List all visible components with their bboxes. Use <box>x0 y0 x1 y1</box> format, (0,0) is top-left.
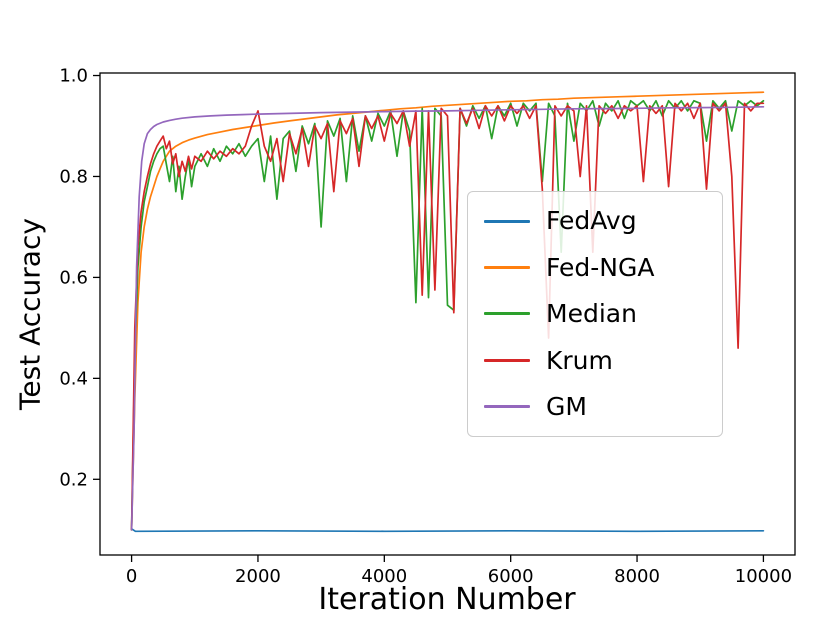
y-axis-label: Test Accuracy <box>13 218 47 410</box>
legend-label: Median <box>546 299 637 329</box>
legend-line-krum <box>484 358 530 362</box>
legend-item: Fed-NGA <box>468 254 722 282</box>
legend-line-fed-nga <box>484 266 530 270</box>
y-tick-label: 0.6 <box>59 267 88 288</box>
legend-item: Median <box>468 300 722 328</box>
legend-item: Krum <box>468 347 722 375</box>
y-tick-label: 0.4 <box>59 368 88 389</box>
x-axis-label: Iteration Number <box>318 582 576 617</box>
legend: FedAvg Fed-NGA Median Krum GM <box>467 191 723 437</box>
legend-label: FedAvg <box>546 206 637 236</box>
y-tick-label: 1.0 <box>59 66 88 87</box>
series-line-fedavg <box>130 527 765 533</box>
y-tick-label: 0.8 <box>59 166 88 187</box>
legend-item: GM <box>468 393 722 421</box>
x-tick-label: 2000 <box>235 566 281 587</box>
x-tick-label: 8000 <box>614 566 660 587</box>
x-tick-label: 10000 <box>735 566 792 587</box>
legend-label: Krum <box>546 345 613 375</box>
legend-line-gm <box>484 405 530 409</box>
x-tick-label: 4000 <box>361 566 407 587</box>
legend-item: FedAvg <box>468 207 722 235</box>
series-line-gm <box>130 105 765 531</box>
x-tick-label: 6000 <box>488 566 534 587</box>
y-tick-label: 0.2 <box>59 469 88 490</box>
plot-border <box>99 72 796 556</box>
legend-label: Fed-NGA <box>546 252 655 282</box>
x-tick-label: 0 <box>126 566 137 587</box>
legend-label: GM <box>546 392 587 421</box>
legend-line-fedavg <box>484 219 530 223</box>
legend-line-median <box>484 312 530 316</box>
series-line-fed-nga <box>130 91 765 531</box>
